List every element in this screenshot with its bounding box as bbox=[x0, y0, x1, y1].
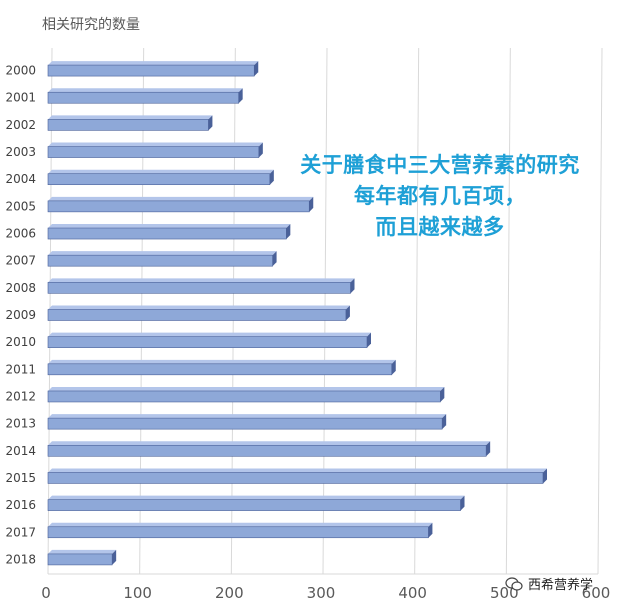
y-tick-label: 2018 bbox=[5, 552, 36, 566]
y-tick-label: 2003 bbox=[5, 145, 36, 159]
y-tick-label: 2010 bbox=[5, 335, 36, 349]
bar bbox=[47, 173, 271, 186]
bar bbox=[47, 309, 347, 321]
y-tick-label: 2005 bbox=[5, 199, 36, 213]
x-tick-label: 300 bbox=[307, 584, 336, 602]
bar-side-face bbox=[112, 549, 117, 565]
bar-side-face bbox=[391, 359, 396, 375]
bar-side-face bbox=[272, 251, 277, 267]
bar bbox=[47, 64, 255, 77]
y-tick-label: 2017 bbox=[5, 525, 36, 539]
y-tick-label: 2007 bbox=[5, 254, 36, 268]
bar bbox=[47, 336, 368, 348]
y-tick-label: 2015 bbox=[5, 471, 36, 485]
bar-side-face bbox=[440, 386, 445, 402]
y-tick-label: 2000 bbox=[5, 64, 36, 78]
bar bbox=[47, 363, 393, 376]
watermark: 西希营养学 bbox=[505, 574, 593, 593]
x-tick-label: 100 bbox=[123, 584, 152, 602]
annotation-line-3: 而且越来越多 bbox=[375, 215, 505, 239]
wechat-icon bbox=[505, 576, 523, 591]
bar bbox=[47, 526, 429, 539]
y-tick-label: 2016 bbox=[5, 498, 36, 512]
bar-top-face bbox=[48, 251, 277, 256]
bar-top-face bbox=[48, 468, 547, 473]
chart-annotation: 关于膳食中三大营养素的研究 每年都有几百项， 而且越来越多 bbox=[265, 150, 615, 243]
bar-side-face bbox=[254, 61, 259, 77]
bar bbox=[47, 472, 544, 484]
gridline bbox=[597, 47, 603, 575]
bar-top-face bbox=[48, 88, 243, 93]
bar-side-face bbox=[350, 278, 355, 294]
y-tick-label: 2004 bbox=[5, 172, 36, 186]
bar-side-face bbox=[238, 88, 243, 104]
bar-side-face bbox=[258, 142, 263, 158]
bar bbox=[47, 146, 260, 158]
bar-side-face bbox=[269, 169, 274, 185]
bar-side-face bbox=[345, 305, 350, 321]
y-tick-label: 2008 bbox=[5, 281, 36, 295]
bar-side-face bbox=[460, 495, 465, 511]
bar bbox=[47, 499, 461, 511]
x-tick-label: 200 bbox=[215, 584, 244, 602]
bar bbox=[47, 254, 273, 267]
bar bbox=[47, 553, 113, 566]
bar bbox=[47, 417, 443, 430]
bar bbox=[47, 444, 487, 457]
bar-side-face bbox=[428, 522, 433, 538]
chart-title: 相关研究的数量 bbox=[42, 17, 140, 33]
y-tick-label: 2013 bbox=[5, 417, 36, 431]
bar-top-face bbox=[48, 115, 213, 120]
x-tick-label: 0 bbox=[41, 584, 51, 602]
y-tick-label: 2012 bbox=[5, 389, 36, 403]
bar-top-face bbox=[48, 142, 263, 147]
gridline bbox=[505, 47, 511, 575]
bar-top-face bbox=[48, 305, 350, 310]
bar-top-face bbox=[48, 196, 314, 201]
bar-side-face bbox=[543, 468, 547, 484]
annotation-line-1: 关于膳食中三大营养素的研究 bbox=[300, 153, 580, 177]
bar-top-face bbox=[48, 386, 445, 391]
bar-top-face bbox=[48, 332, 371, 337]
bar bbox=[47, 227, 287, 240]
bar bbox=[47, 390, 441, 403]
x-tick-label: 600 bbox=[582, 584, 611, 602]
watermark-text: 西希营养学 bbox=[528, 578, 594, 593]
bar-top-face bbox=[48, 169, 274, 174]
bar-top-face bbox=[48, 495, 465, 500]
y-tick-label: 2006 bbox=[5, 227, 36, 241]
bar-top-face bbox=[48, 278, 355, 283]
bar-top-face bbox=[48, 549, 117, 554]
bar-side-face bbox=[367, 332, 371, 348]
x-tick-label: 500 bbox=[490, 584, 519, 602]
bar-top-face bbox=[48, 414, 447, 419]
bar-top-face bbox=[48, 61, 259, 66]
annotation-line-2: 每年都有几百项， bbox=[354, 184, 526, 208]
bar-side-face bbox=[309, 196, 314, 212]
y-tick-label: 2001 bbox=[5, 91, 36, 105]
bar bbox=[47, 282, 351, 294]
y-tick-label: 2014 bbox=[5, 444, 36, 458]
bar-top-face bbox=[48, 441, 491, 446]
bar bbox=[47, 91, 239, 104]
y-tick-label: 2009 bbox=[5, 308, 36, 322]
bar-top-face bbox=[48, 522, 433, 527]
bar-side-face bbox=[208, 115, 213, 131]
x-tick-label: 400 bbox=[398, 584, 427, 602]
bar-side-face bbox=[286, 224, 291, 240]
bar bbox=[47, 119, 209, 131]
bar-top-face bbox=[48, 359, 396, 364]
bar-top-face bbox=[48, 224, 291, 229]
y-tick-label: 2011 bbox=[5, 362, 36, 376]
bar-side-face bbox=[442, 414, 447, 430]
bar-side-face bbox=[486, 441, 491, 457]
y-tick-label: 2002 bbox=[5, 118, 36, 132]
gridline bbox=[414, 47, 420, 575]
